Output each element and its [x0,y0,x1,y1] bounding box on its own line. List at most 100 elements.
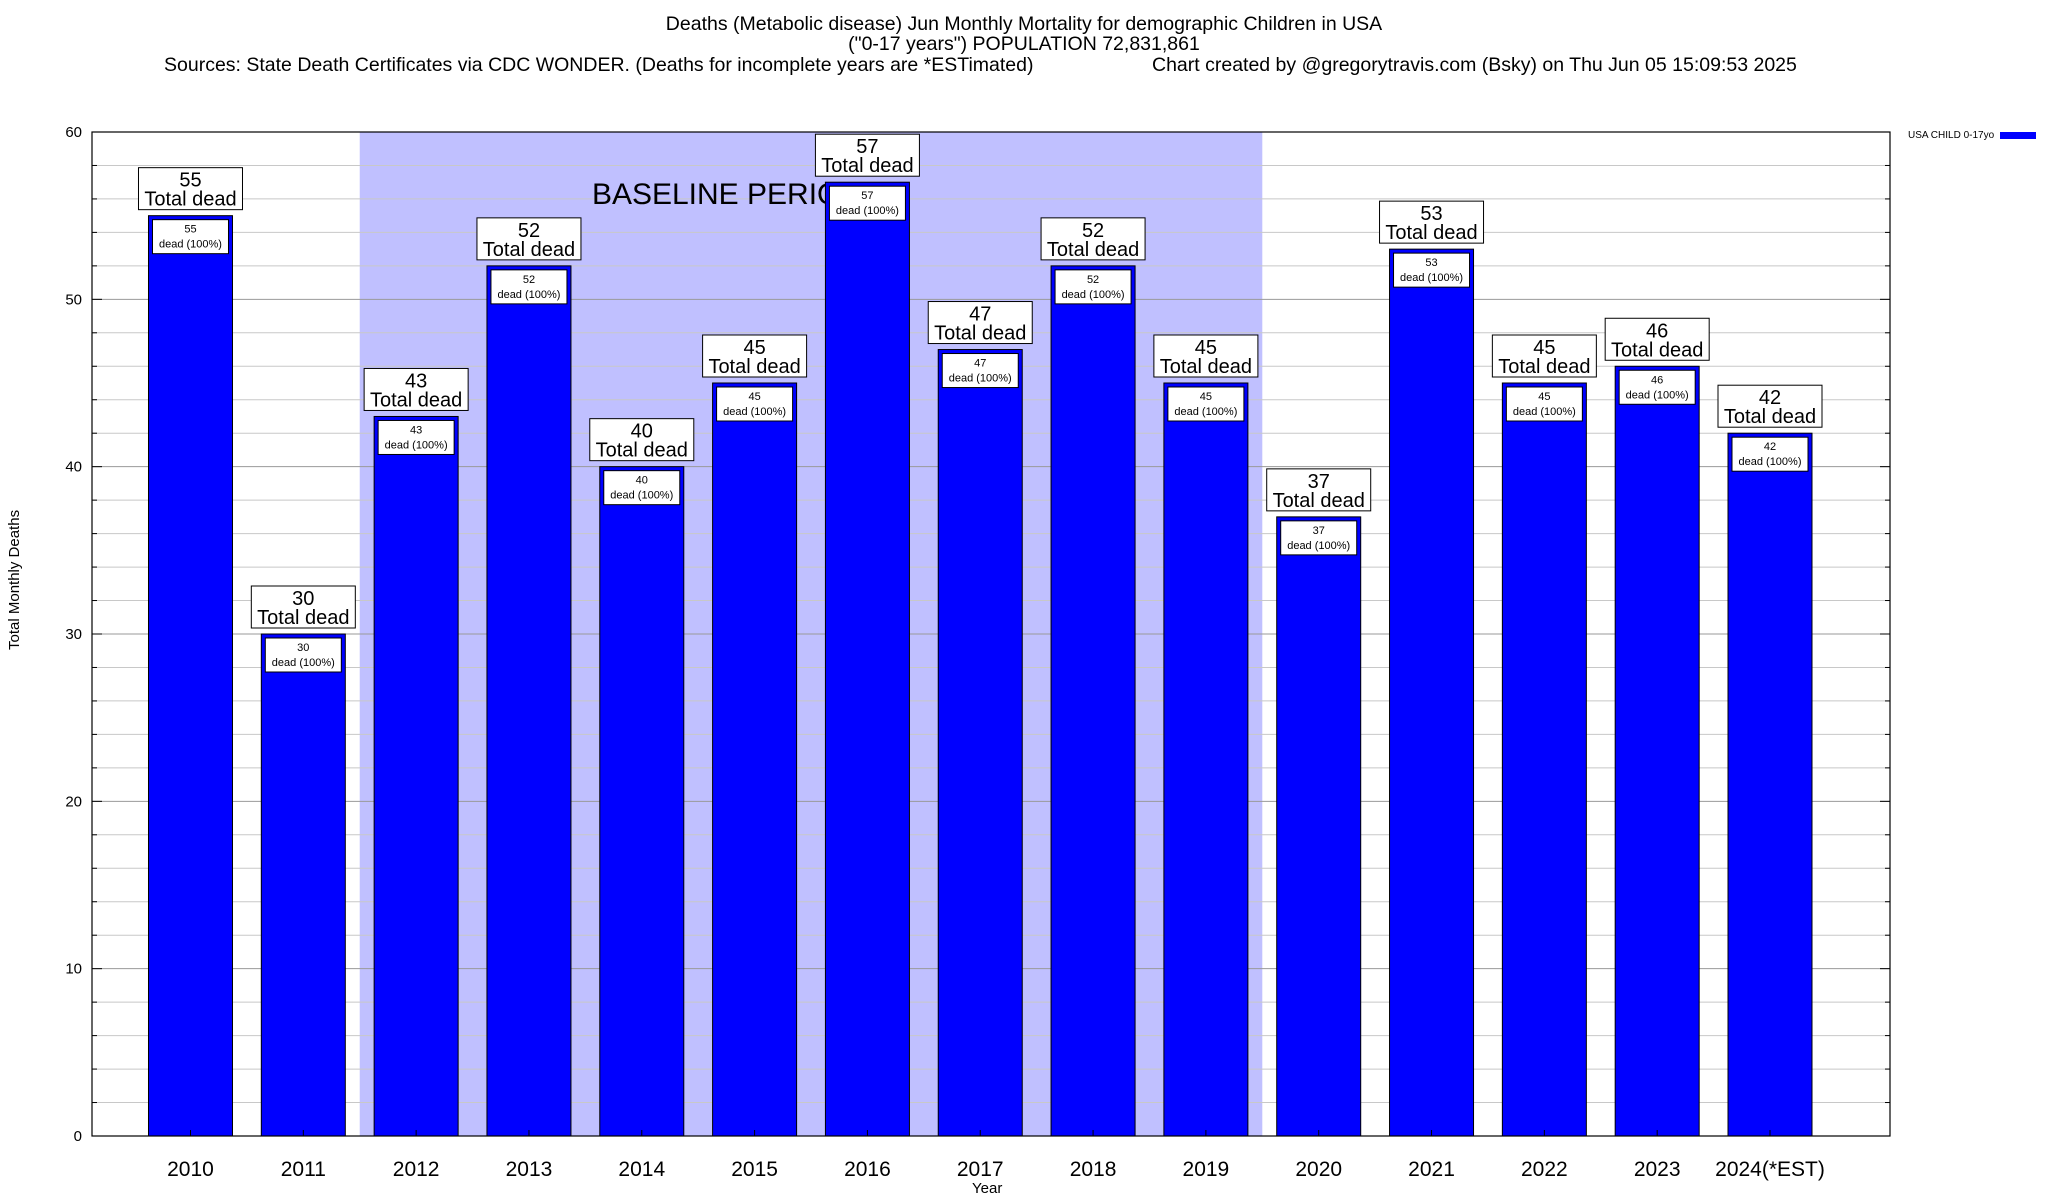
legend: USA CHILD 0-17yo [1908,130,2037,141]
bar-top-label-box [589,418,695,462]
y-tick-label: 50 [65,291,82,308]
bar-top-label: Total dead [144,189,236,211]
bar-inner-label: dead (100%) [1287,540,1350,552]
x-tick-label: 2022 [1521,1158,1568,1181]
x-tick-label: 2018 [1070,1158,1117,1181]
bar-inner-label: dead (100%) [159,239,222,251]
bar [1276,516,1362,1137]
x-tick-label: 2020 [1295,1158,1342,1181]
bar [147,215,233,1137]
bar-top-label-box [363,367,469,411]
bar-inner-value: 55 [184,224,196,236]
y-tick-label: 60 [65,124,82,141]
bar-inner-label: dead (100%) [723,406,786,418]
bar-inner-value: 40 [636,475,648,487]
bar-inner-value: 37 [1313,525,1325,537]
bar-inner-value: 42 [1764,441,1776,453]
bar-value-label: 53 [1420,203,1442,225]
chart-title-block: Deaths (Metabolic disease) Jun Monthly M… [0,14,2048,54]
bar-inner-value: 45 [1538,391,1550,403]
legend-label: USA CHILD 0-17yo [1908,130,1995,141]
bar-inner-label: dead (100%) [1062,289,1125,301]
plot-frame [91,131,1891,1137]
x-tick-label: 2013 [506,1158,553,1181]
x-tick-label: 2021 [1408,1158,1455,1181]
bar-top-label-box [137,167,243,211]
bar-value-label: 46 [1646,320,1668,342]
bar-inner-label: dead (100%) [1174,406,1237,418]
bar-inner-label: dead (100%) [836,205,899,217]
bar-inner-label: dead (100%) [1739,456,1802,468]
x-tick-label: 2012 [393,1158,440,1181]
bar-inner-label-box [1054,269,1132,305]
bar-inner-label: dead (100%) [1400,272,1463,284]
bar-value-label: 57 [856,136,878,158]
x-tick-label: 2023 [1634,1158,1681,1181]
bar-inner-label: dead (100%) [497,289,560,301]
bar-inner-value: 52 [1087,274,1099,286]
bar-inner-label-box [716,386,794,422]
bar-inner-value: 57 [861,190,873,202]
bar [824,181,910,1137]
bar-inner-label: dead (100%) [1513,406,1576,418]
x-tick-label: 2010 [167,1158,214,1181]
bar [1050,265,1136,1137]
bar-inner-label-box [490,269,568,305]
bar-inner-value: 43 [410,424,422,436]
bar [486,265,572,1137]
bar-value-label: 30 [292,588,314,610]
chart-credit: Chart created by @gregorytravis.com (Bsk… [1152,54,1797,76]
bar-inner-label-box [828,185,906,221]
bar-top-label-box [1040,217,1146,261]
bar [599,466,685,1137]
bar-top-label: Total dead [708,356,800,378]
x-axis-label: Year [972,1180,1003,1197]
legend-swatch [2000,132,2037,139]
bar-inner-label-box [1280,520,1358,556]
bar-value-label: 47 [969,304,991,326]
bar [712,382,798,1137]
bar-inner-label-box [1618,369,1696,405]
bar-top-label: Total dead [257,607,349,629]
bar-value-label: 37 [1308,471,1330,493]
y-tick-label: 40 [65,459,82,476]
chart-subtitle: ("0-17 years") POPULATION 72,831,861 [848,33,1200,55]
bar-inner-value: 30 [297,642,309,654]
bar-value-label: 43 [405,370,427,392]
bar-inner-label-box [941,353,1019,389]
x-tick-label: 2014 [618,1158,665,1181]
x-tick-label: 2017 [957,1158,1004,1181]
bar [937,349,1023,1137]
bar-value-label: 45 [1195,337,1217,359]
bar-inner-value: 53 [1425,257,1437,269]
bar-value-label: 52 [518,220,540,242]
bar-top-label: Total dead [1273,490,1365,512]
bar-top-label: Total dead [1385,222,1477,244]
bar-top-label: Total dead [596,440,688,462]
bar [1727,432,1813,1137]
baseline-annotation: BASELINE PERIOD [592,178,862,211]
bar-top-label: Total dead [934,323,1026,345]
bar-inner-label-box [1393,252,1471,288]
chart-title: Deaths (Metabolic disease) Jun Monthly M… [665,13,1383,35]
bar-inner-value: 47 [974,358,986,370]
bar-value-label: 45 [743,337,765,359]
bar-inner-label: dead (100%) [272,657,335,669]
bar-inner-label-box [1731,436,1809,472]
bar-value-label: 52 [1082,220,1104,242]
x-tick-label: 2024(*EST) [1715,1158,1825,1181]
bar-inner-label-box [1505,386,1583,422]
bar [1501,382,1587,1137]
bar-top-label-box [1153,334,1259,378]
bar-top-label-box [1266,468,1372,512]
x-tick-label: 2019 [1183,1158,1230,1181]
bar-top-label: Total dead [483,239,575,261]
bar [1163,382,1249,1137]
bar [1389,248,1475,1137]
bar-top-label-box [1379,200,1485,244]
bar-top-label-box [476,217,582,261]
y-tick-label: 20 [65,793,82,810]
bar-top-label: Total dead [1160,356,1252,378]
bar-value-label: 42 [1759,387,1781,409]
sources-note: Sources: State Death Certificates via CD… [164,54,1034,76]
